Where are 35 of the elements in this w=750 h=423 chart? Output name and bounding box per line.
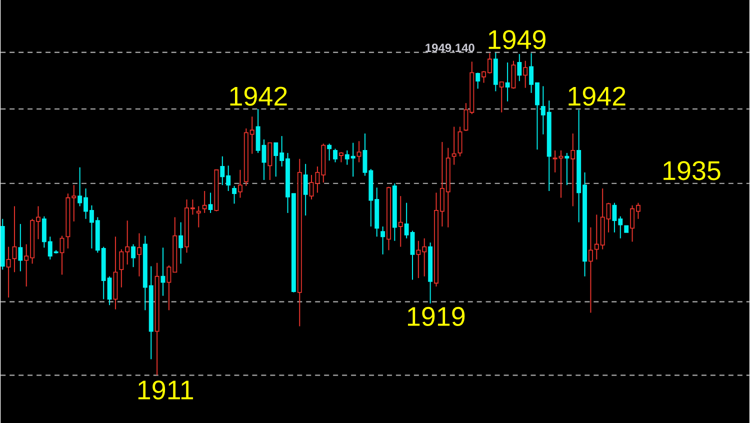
candlestick [505,62,510,102]
candlestick [380,226,386,255]
candlestick [356,140,362,163]
candlestick [208,192,213,214]
candlestick [232,185,237,204]
candlestick [523,60,528,88]
candlestick [137,232,142,277]
candlestick [476,72,480,90]
candlestick [458,126,462,157]
annotation: 1949.140 [426,43,474,52]
candlestick [6,246,11,298]
annotation: 1942 [568,86,626,106]
candlestick [564,152,570,186]
candlestick [517,53,522,82]
candlestick [196,206,201,228]
candlestick [268,142,272,180]
candlestick [202,190,207,214]
annotation: 1911 [138,380,194,400]
candlestick [570,132,576,207]
annotation: 1942 [230,86,287,106]
candlestick [452,126,456,166]
candlestick [333,148,338,163]
candlestick [303,163,308,216]
candlestick [178,222,184,264]
annotation: 1949 [488,30,546,50]
candlestick [238,169,242,198]
candlestick [18,223,23,272]
candlestick [499,81,504,113]
candlestick [131,244,136,268]
candlestick [327,143,332,161]
candlestick [338,151,344,163]
annotation: 1935 [664,160,720,180]
candlestick [398,195,403,248]
candlestick [511,60,516,90]
annotation: 1919 [408,306,465,326]
